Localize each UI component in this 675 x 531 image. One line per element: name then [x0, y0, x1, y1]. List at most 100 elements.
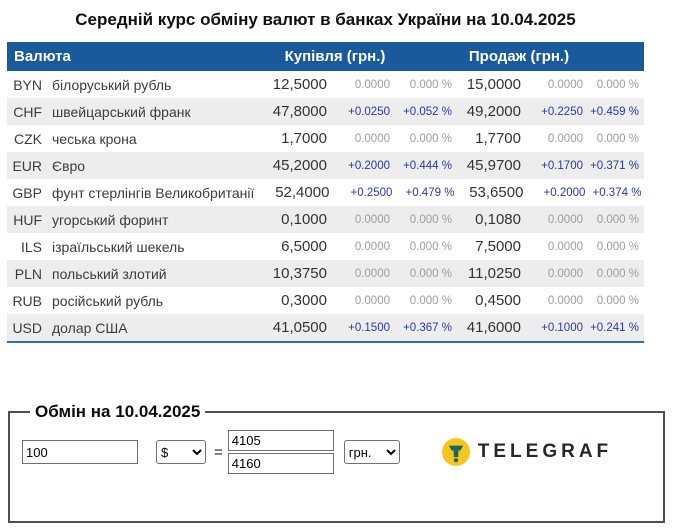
buy-change: 0.0000: [354, 240, 390, 253]
buy-rate: 47,8000: [272, 103, 327, 120]
sell-change-percent: +0.371 %: [590, 159, 639, 172]
column-header-sell: Продаж (грн.): [468, 48, 570, 65]
currency-code: RUB: [12, 292, 42, 309]
buy-change: 0.0000: [354, 267, 390, 280]
amount-input[interactable]: [22, 440, 138, 464]
column-header-buy: Купівля (грн.): [284, 48, 386, 65]
currency-name: ізраїльський шекель: [52, 238, 185, 255]
sell-change-percent: 0.000 %: [596, 240, 639, 253]
sell-rate: 15,0000: [466, 76, 521, 93]
table-row: BYN білоруський рубль 12,5000 0.0000 0.0…: [7, 71, 644, 98]
table-row: CHF швейцарський франк 47,8000 +0.0250 +…: [7, 98, 644, 125]
telegraf-logo: TELEGRAF: [441, 438, 613, 466]
sell-change: +0.2250: [541, 105, 583, 118]
table-row: ILS ізраїльський шекель 6,5000 0.0000 0.…: [7, 233, 644, 260]
result-stack: [227, 430, 334, 474]
buy-change-percent: +0.052 %: [403, 105, 452, 118]
sell-rate: 49,2000: [466, 103, 521, 120]
currency-name: Євро: [52, 157, 86, 174]
buy-change: 0.0000: [354, 132, 390, 145]
sell-change-percent: 0.000 %: [596, 213, 639, 226]
buy-result-input[interactable]: [227, 430, 334, 451]
buy-change-percent: 0.000 %: [409, 78, 452, 91]
sell-change-percent: +0.459 %: [590, 105, 639, 118]
sell-rate: 1,7700: [475, 130, 521, 147]
sell-change-percent: 0.000 %: [596, 132, 639, 145]
unit-select[interactable]: грн.: [343, 440, 400, 464]
sell-result-input[interactable]: [227, 453, 334, 474]
sell-change-percent: 0.000 %: [596, 267, 639, 280]
sell-change: 0.0000: [547, 78, 583, 91]
currency-name: російський рубль: [52, 292, 164, 309]
currency-code: USD: [12, 319, 42, 336]
table-row: USD долар США 41,0500 +0.1500 +0.367 % 4…: [7, 314, 644, 341]
rate-table-body: BYN білоруський рубль 12,5000 0.0000 0.0…: [7, 71, 644, 341]
buy-change: 0.0000: [354, 213, 390, 226]
sell-rate: 7,5000: [475, 238, 521, 255]
buy-change: 0.0000: [354, 294, 390, 307]
table-row: RUB російський рубль 0,3000 0.0000 0.000…: [7, 287, 644, 314]
sell-change: 0.0000: [547, 267, 583, 280]
table-row: CZK чеська крона 1,7000 0.0000 0.000 % 1…: [7, 125, 644, 152]
buy-rate: 12,5000: [272, 76, 327, 93]
page-title: Середній курс обміну валют в банках Укра…: [75, 10, 576, 29]
sell-change-percent: +0.374 %: [592, 186, 642, 199]
currency-name: чеська крона: [52, 130, 137, 147]
exchange-calculator-title: Обмін на 10.04.2025: [35, 402, 201, 421]
buy-rate: 0,3000: [281, 292, 327, 309]
sell-rate: 0,1080: [475, 211, 521, 228]
buy-rate: 1,7000: [281, 130, 327, 147]
currency-code: HUF: [13, 211, 42, 228]
buy-change-percent: 0.000 %: [409, 294, 452, 307]
currency-code: PLN: [14, 265, 42, 282]
sell-change: +0.1000: [541, 321, 583, 334]
buy-change-percent: +0.444 %: [403, 159, 452, 172]
exchange-widget-row: $ = грн. TELEGRAF: [22, 430, 663, 474]
buy-change-percent: +0.367 %: [403, 321, 452, 334]
currency-code: CHF: [13, 103, 42, 120]
sell-change: 0.0000: [547, 294, 583, 307]
buy-change: +0.0250: [348, 105, 390, 118]
table-header-row: Валюта Купівля (грн.) Продаж (грн.): [7, 42, 644, 71]
currency-code: EUR: [12, 157, 42, 174]
buy-change: +0.2500: [350, 186, 393, 199]
buy-rate: 52,4000: [275, 184, 330, 201]
buy-rate: 41,0500: [272, 319, 327, 336]
table-row: HUF угорський форинт 0,1000 0.0000 0.000…: [7, 206, 644, 233]
currency-select[interactable]: $: [156, 440, 206, 464]
currency-name: польський злотий: [52, 265, 167, 282]
sell-change: +0.1700: [541, 159, 583, 172]
currency-name: угорський форинт: [52, 211, 169, 228]
exchange-calculator: Обмін на 10.04.2025 $ = грн. TELEGRAF: [8, 402, 665, 523]
buy-change-percent: 0.000 %: [409, 240, 452, 253]
sell-rate: 11,0250: [467, 265, 521, 282]
telegraf-logo-icon: [441, 438, 470, 466]
currency-name: білоруський рубль: [52, 76, 172, 93]
buy-change: +0.2000: [348, 159, 390, 172]
buy-rate: 10,3750: [272, 265, 327, 282]
buy-rate: 45,2000: [272, 157, 327, 174]
sell-rate: 41,6000: [466, 319, 521, 336]
buy-change-percent: 0.000 %: [409, 267, 452, 280]
sell-change: 0.0000: [547, 240, 583, 253]
sell-change: 0.0000: [547, 213, 583, 226]
currency-name: фунт стерлінгів Великобританії: [52, 184, 255, 201]
currency-name: долар США: [52, 319, 128, 336]
currency-code: GBP: [12, 184, 42, 201]
sell-change-percent: 0.000 %: [596, 294, 639, 307]
buy-rate: 6,5000: [281, 238, 327, 255]
buy-change-percent: 0.000 %: [409, 132, 452, 145]
buy-change-percent: +0.479 %: [405, 186, 455, 199]
sell-rate: 0,4500: [475, 292, 521, 309]
currency-code: CZK: [14, 130, 42, 147]
currency-code: ILS: [20, 238, 42, 255]
buy-change-percent: 0.000 %: [409, 213, 452, 226]
sell-rate: 53,6500: [469, 184, 524, 201]
telegraf-logo-text: TELEGRAF: [477, 441, 613, 462]
sell-change-percent: +0.241 %: [590, 321, 639, 334]
table-row: GBP фунт стерлінгів Великобританії 52,40…: [7, 179, 644, 206]
buy-rate: 0,1000: [281, 211, 327, 228]
equals-sign: =: [214, 443, 223, 461]
exchange-rate-table: Валюта Купівля (грн.) Продаж (грн.) BYN …: [7, 42, 644, 343]
sell-change-percent: 0.000 %: [596, 78, 639, 91]
